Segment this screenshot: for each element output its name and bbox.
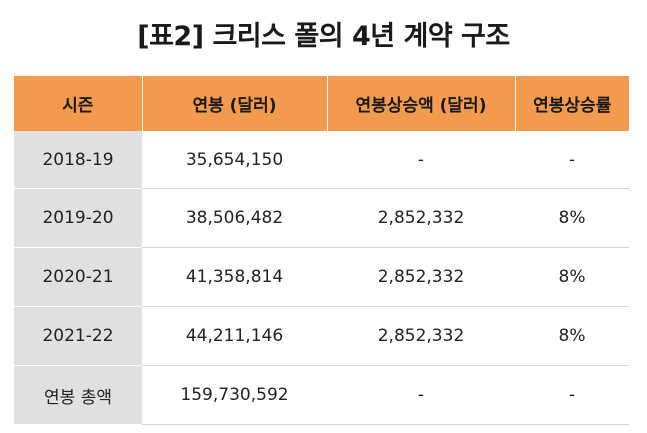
table-body: 2018-19 35,654,150 - - 2019-20 38,506,48… [14, 131, 629, 425]
raise-cell: 2,852,332 [327, 306, 515, 366]
raise-cell: 2,852,332 [327, 247, 515, 307]
contract-table: 시즌 연봉 (달러) 연봉상승액 (달러) 연봉상승률 2018-19 35,6… [14, 76, 629, 425]
season-cell: 2020-21 [14, 247, 142, 307]
table-row: 2019-20 38,506,482 2,852,332 8% [14, 188, 629, 248]
table-row: 2020-21 41,358,814 2,852,332 8% [14, 247, 629, 307]
raise-cell: 2,852,332 [327, 188, 515, 248]
raise-rate-cell: 8% [515, 247, 629, 307]
column-header-salary: 연봉 (달러) [141, 76, 327, 131]
raise-rate-cell: 8% [515, 188, 629, 248]
column-header-raise-rate: 연봉상승률 [514, 76, 629, 131]
salary-cell: 35,654,150 [142, 131, 327, 189]
header-row: 시즌 연봉 (달러) 연봉상승액 (달러) 연봉상승률 [14, 76, 629, 131]
raise-rate-cell: 8% [515, 306, 629, 366]
table-row: 2018-19 35,654,150 - - [14, 131, 629, 189]
season-cell: 2019-20 [14, 188, 142, 248]
salary-cell: 44,211,146 [142, 306, 327, 366]
page-title: [표2] 크리스 폴의 4년 계약 구조 [137, 21, 510, 52]
table-row: 2021-22 44,211,146 2,852,332 8% [14, 306, 629, 366]
raise-cell: - [327, 131, 515, 189]
total-salary-cell: 159,730,592 [142, 365, 327, 425]
column-header-season: 시즌 [14, 76, 142, 131]
season-cell: 2021-22 [14, 306, 142, 366]
total-label-cell: 연봉 총액 [14, 365, 142, 425]
total-row: 연봉 총액 159,730,592 - - [14, 365, 629, 425]
column-header-raise: 연봉상승액 (달러) [326, 76, 515, 131]
salary-cell: 41,358,814 [142, 247, 327, 307]
total-raise-cell: - [327, 365, 515, 425]
salary-cell: 38,506,482 [142, 188, 327, 248]
total-raise-rate-cell: - [515, 365, 629, 425]
season-cell: 2018-19 [14, 131, 142, 189]
raise-rate-cell: - [515, 131, 629, 189]
table-header: 시즌 연봉 (달러) 연봉상승액 (달러) 연봉상승률 [14, 76, 629, 131]
